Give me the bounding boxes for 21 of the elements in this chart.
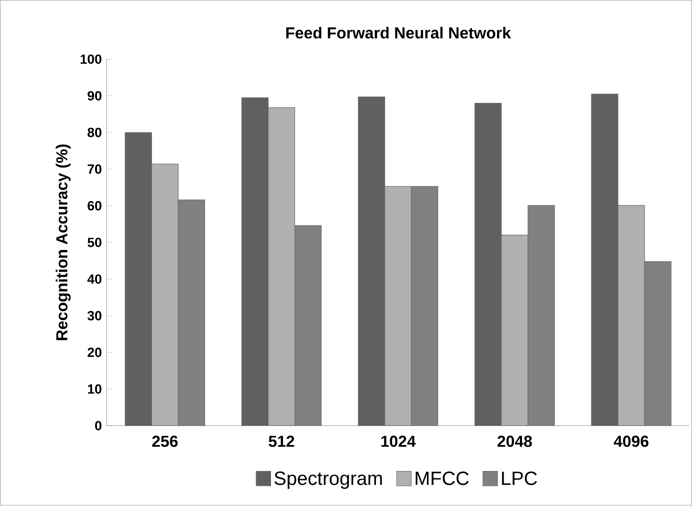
y-tick-label: 70 — [88, 164, 102, 174]
y-tick-label: 30 — [87, 311, 102, 321]
x-tick-label: 1024 — [381, 436, 416, 448]
y-tick-label: 100 — [80, 54, 102, 64]
y-tick-label: 10 — [88, 384, 102, 394]
x-tick-label: 512 — [268, 436, 294, 448]
y-tick-label: 0 — [95, 421, 102, 430]
y-tick-label: 90 — [88, 91, 102, 101]
y-tick-label: 40 — [87, 274, 102, 284]
y-axis-title: Recognition Accuracy (%) — [56, 144, 71, 340]
x-tick-label: 256 — [152, 436, 178, 448]
legend-label: Spectrogram — [274, 472, 382, 490]
legend-label: MFCC — [416, 472, 469, 486]
y-tick-label: 60 — [88, 201, 102, 211]
y-tick-label: 80 — [88, 128, 102, 138]
y-tick-label: 50 — [88, 238, 102, 248]
x-tick-label: 2048 — [498, 436, 532, 448]
chart-title: Feed Forward Neural Network — [286, 26, 511, 39]
y-tick-label: 20 — [88, 348, 102, 358]
x-tick-label: 4096 — [614, 436, 648, 448]
legend-label: LPC — [502, 472, 537, 486]
